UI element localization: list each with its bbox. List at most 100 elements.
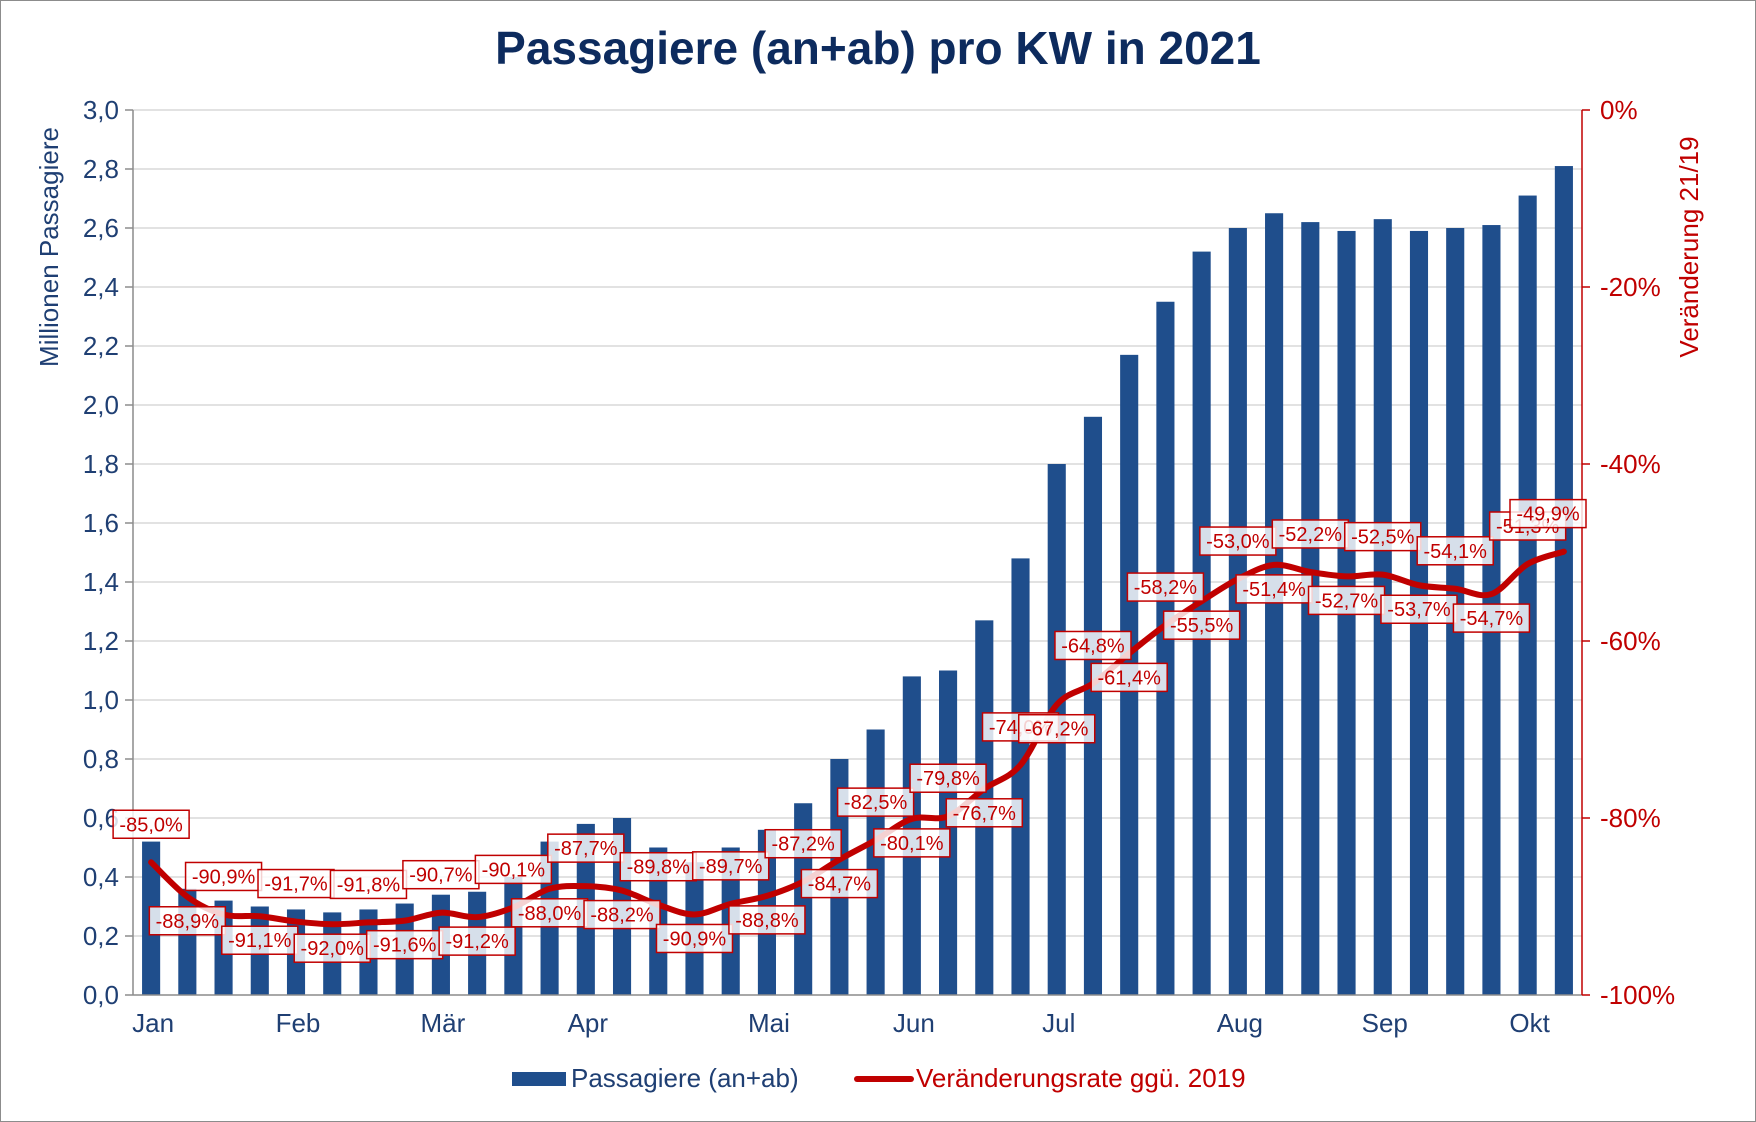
data-label-box [329,869,408,900]
data-label-text: -89,7% [699,856,763,878]
x-tick-label: Jun [893,1008,935,1038]
data-label: -89,8% [619,851,698,882]
data-label-box [1416,536,1494,566]
legend: Passagiere (an+ab) Veränderungsrate ggü.… [512,1063,1246,1093]
data-label: -85,0% [112,809,190,839]
data-label-text: -82,5% [844,792,908,814]
data-label-text: -58,2% [1134,577,1198,599]
data-label-box [1380,594,1458,624]
right-tick-label: -40% [1600,449,1661,479]
data-label-box [438,926,516,956]
x-tick-label: Okt [1509,1008,1550,1038]
right-axis-ticks: -100% -80% -60% -40% -20% 0% [1582,95,1675,1010]
data-label: -91,2% [438,926,516,956]
left-tick-label: 0,0 [83,980,119,1010]
data-label: -90,9% [655,923,734,954]
y-axis-title: Millionen Passagiere [34,127,64,367]
data-label-text: -67,2% [1025,719,1089,741]
right-tick-label: -100% [1600,980,1675,1010]
data-label: -55,5% [1162,610,1241,640]
data-label-box [365,929,444,960]
legend-bar-label: Passagiere (an+ab) [571,1063,799,1093]
data-label: -54,7% [1452,603,1531,633]
data-label-text: -91,2% [445,931,509,953]
right-tick-label: -20% [1600,272,1661,302]
data-label-box [800,868,879,899]
data-label-text: -52,2% [1279,524,1343,546]
data-label: -88,2% [583,899,661,930]
data-label: -53,0% [1199,526,1277,556]
data-labels: -85,0% -88,9% -90,9% -91,1% -91,7% -92,0% -91,… [112,498,1587,963]
data-label: -88,8% [728,905,806,935]
data-label-text: -54,7% [1460,608,1524,630]
x-tick-label: Apr [568,1008,609,1038]
left-tick-label: 2,6 [83,213,119,243]
legend-line-label: Veränderungsrate ggü. 2019 [916,1063,1246,1093]
data-label-text: -52,7% [1315,590,1379,612]
data-label-text: -87,2% [771,834,835,856]
left-tick-label: 2,4 [83,272,119,302]
data-label-text: -91,1% [228,930,292,952]
legend-bar-swatch [512,1072,566,1086]
data-label: -91,1% [221,925,299,955]
data-label-text: -88,9% [156,911,220,933]
data-label: -53,7% [1380,594,1458,624]
data-label-text: -49,9% [1516,504,1580,526]
data-label-box [547,833,625,863]
bar [1554,166,1573,996]
left-tick-label: 2,2 [83,331,119,361]
data-label: -58,2% [1126,572,1205,602]
x-tick-label: Mär [421,1008,466,1038]
data-label-text: -64,8% [1061,635,1125,657]
chart-title: Passagiere (an+ab) pro KW in 2021 [495,22,1261,74]
data-label-text: -61,4% [1098,667,1162,689]
data-label-box [909,763,987,793]
left-tick-label: 2,0 [83,390,119,420]
data-label-text: -51,4% [1242,579,1306,601]
data-label-box [1199,526,1277,556]
data-label-box [728,905,806,935]
data-label-text: -52,5% [1351,527,1415,549]
bar [1083,416,1103,995]
x-axis-ticks: Jan Feb Mär Apr Mai Jun Jul Aug Sep Okt [132,1008,1551,1038]
data-label-text: -88,2% [590,905,654,927]
x-tick-label: Sep [1362,1008,1408,1038]
left-tick-label: 0,4 [83,862,119,892]
data-label-box [1017,713,1096,744]
axes [132,110,1583,996]
data-label: -54,1% [1416,536,1494,566]
right-tick-label: 0% [1600,95,1638,125]
data-label-text: -90,7% [409,865,473,887]
data-label: -84,7% [800,868,879,899]
left-tick-label: 3,0 [83,95,119,125]
data-label-box [1452,603,1531,633]
data-label-text: -89,8% [627,857,691,879]
data-label-text: -87,7% [554,838,618,860]
left-tick-label: 1,6 [83,508,119,538]
data-label: -91,8% [329,869,408,900]
left-tick-label: 1,0 [83,685,119,715]
data-label: -52,2% [1271,519,1350,549]
data-label-box [1126,572,1205,602]
data-label-box [1090,662,1168,693]
data-label-text: -85,0% [119,814,183,836]
data-label-box [148,906,227,936]
data-label-box [1162,610,1241,640]
data-label: -64,8% [1054,630,1132,661]
left-tick-label: 1,2 [83,626,119,656]
data-label-text: -91,8% [337,874,401,896]
bar [1518,195,1537,996]
x-tick-label: Aug [1217,1008,1263,1038]
data-label: -80,1% [873,828,951,858]
data-label: -89,7% [691,851,770,881]
data-label-text: -54,1% [1424,541,1488,563]
data-label-box [474,854,553,885]
data-label-text: -88,8% [735,910,799,932]
data-label-box [583,899,661,930]
left-tick-label: 1,4 [83,567,119,597]
data-label-text: -84,7% [808,874,872,896]
data-label-box [764,828,842,859]
data-label-box [945,798,1024,828]
data-label: -49,9% [1509,498,1587,529]
data-label: -79,8% [909,763,987,793]
